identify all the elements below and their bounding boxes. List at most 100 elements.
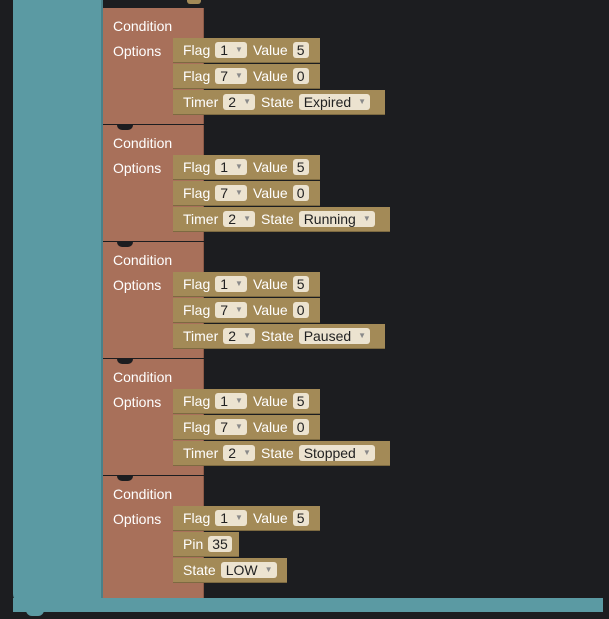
timer-dropdown-value: 2 [228, 211, 237, 227]
flag-dropdown-value: 7 [220, 68, 229, 84]
flag-label: Flag [183, 276, 211, 292]
condition-label: Condition [113, 369, 173, 385]
flag-dropdown[interactable]: 7 ▼ [215, 419, 247, 435]
container-block-edge [101, 0, 103, 600]
pin-block[interactable]: Pin 35 [173, 532, 239, 557]
dropdown-arrow-icon: ▼ [235, 279, 243, 288]
block-notch [117, 242, 133, 247]
flag-label: Flag [183, 42, 211, 58]
value-label: Value [252, 68, 288, 84]
condition-label: Condition [113, 18, 173, 34]
flag-dropdown-value: 1 [220, 159, 229, 175]
timer-state-block[interactable]: Timer 2 ▼ State Paused ▼ [173, 324, 385, 349]
timer-state-block[interactable]: Timer 2 ▼ State Stopped ▼ [173, 441, 390, 466]
timer-state-block[interactable]: Timer 2 ▼ State Running ▼ [173, 207, 390, 232]
state-dropdown[interactable]: LOW ▼ [220, 562, 277, 578]
state-label: State [260, 94, 294, 110]
value-label: Value [252, 393, 288, 409]
value-field[interactable]: 5 [292, 276, 309, 292]
options-label: Options [113, 160, 162, 176]
dropdown-arrow-icon: ▼ [235, 45, 243, 54]
flag-value-block[interactable]: Flag 1 ▼ Value 5 [173, 389, 320, 414]
options-label: Options [113, 511, 162, 527]
timer-dropdown-value: 2 [228, 94, 237, 110]
options-label: Options [113, 394, 162, 410]
flag-dropdown-value: 1 [220, 42, 229, 58]
timer-label: Timer [183, 328, 219, 344]
timer-dropdown-value: 2 [228, 328, 237, 344]
flag-label: Flag [183, 510, 211, 526]
flag-dropdown[interactable]: 7 ▼ [215, 68, 247, 84]
timer-dropdown[interactable]: 2 ▼ [223, 328, 255, 344]
dropdown-arrow-icon: ▼ [235, 513, 243, 522]
flag-value-block[interactable]: Flag 1 ▼ Value 5 [173, 38, 320, 63]
value-field[interactable]: 5 [292, 510, 309, 526]
dropdown-arrow-icon: ▼ [235, 188, 243, 197]
flag-value-block[interactable]: Flag 7 ▼ Value 0 [173, 298, 320, 323]
dropdown-arrow-icon: ▼ [243, 97, 251, 106]
timer-dropdown[interactable]: 2 ▼ [223, 445, 255, 461]
value-field[interactable]: 0 [292, 185, 309, 201]
state-label: State [260, 328, 294, 344]
block-notch [117, 125, 133, 130]
value-field[interactable]: 0 [292, 68, 309, 84]
flag-dropdown[interactable]: 1 ▼ [215, 159, 247, 175]
state-label: State [183, 562, 216, 578]
block-notch [117, 359, 133, 364]
flag-value-block[interactable]: Flag 1 ▼ Value 5 [173, 506, 320, 531]
value-label: Value [252, 510, 288, 526]
state-dropdown[interactable]: Stopped ▼ [298, 445, 375, 461]
timer-dropdown[interactable]: 2 ▼ [223, 211, 255, 227]
flag-label: Flag [183, 185, 211, 201]
dropdown-arrow-icon: ▼ [362, 448, 371, 457]
value-field[interactable]: 0 [292, 302, 309, 318]
condition-label: Condition [113, 135, 173, 151]
value-field[interactable]: 5 [292, 393, 309, 409]
dropdown-arrow-icon: ▼ [362, 214, 371, 223]
flag-dropdown[interactable]: 7 ▼ [215, 185, 247, 201]
state-block[interactable]: State LOW ▼ [173, 558, 287, 583]
value-label: Value [252, 419, 288, 435]
flag-dropdown[interactable]: 7 ▼ [215, 302, 247, 318]
pin-field[interactable]: 35 [208, 536, 232, 552]
state-dropdown-value: Paused [303, 328, 352, 344]
dropdown-arrow-icon: ▼ [243, 214, 251, 223]
state-dropdown[interactable]: Expired ▼ [298, 94, 371, 110]
previous-block-connector [187, 0, 201, 4]
state-label: State [260, 211, 294, 227]
flag-dropdown[interactable]: 1 ▼ [215, 510, 247, 526]
flag-value-block[interactable]: Flag 7 ▼ Value 0 [173, 181, 320, 206]
flag-value-block[interactable]: Flag 7 ▼ Value 0 [173, 64, 320, 89]
state-dropdown-value: LOW [225, 562, 258, 578]
flag-dropdown[interactable]: 1 ▼ [215, 276, 247, 292]
value-field[interactable]: 0 [292, 419, 309, 435]
state-dropdown[interactable]: Running ▼ [298, 211, 375, 227]
container-block-footer[interactable] [13, 598, 603, 612]
dropdown-arrow-icon: ▼ [264, 565, 273, 574]
dropdown-arrow-icon: ▼ [243, 448, 251, 457]
flag-label: Flag [183, 159, 211, 175]
flag-value-block[interactable]: Flag 7 ▼ Value 0 [173, 415, 320, 440]
options-label: Options [113, 277, 162, 293]
value-field[interactable]: 5 [292, 42, 309, 58]
timer-label: Timer [183, 211, 219, 227]
flag-dropdown-value: 7 [220, 302, 229, 318]
timer-dropdown[interactable]: 2 ▼ [223, 94, 255, 110]
timer-state-block[interactable]: Timer 2 ▼ State Expired ▼ [173, 90, 385, 115]
block-notch [117, 476, 133, 481]
flag-dropdown-value: 7 [220, 419, 229, 435]
condition-label: Condition [113, 486, 173, 502]
flag-dropdown[interactable]: 1 ▼ [215, 42, 247, 58]
dropdown-arrow-icon: ▼ [358, 97, 367, 106]
value-label: Value [252, 159, 288, 175]
dropdown-arrow-icon: ▼ [235, 305, 243, 314]
state-dropdown[interactable]: Paused ▼ [298, 328, 371, 344]
flag-value-block[interactable]: Flag 1 ▼ Value 5 [173, 272, 320, 297]
container-block-body[interactable] [13, 0, 103, 604]
flag-dropdown[interactable]: 1 ▼ [215, 393, 247, 409]
flag-value-block[interactable]: Flag 1 ▼ Value 5 [173, 155, 320, 180]
value-field[interactable]: 5 [292, 159, 309, 175]
pin-label: Pin [183, 536, 204, 552]
state-label: State [260, 445, 294, 461]
state-dropdown-value: Stopped [303, 445, 356, 461]
